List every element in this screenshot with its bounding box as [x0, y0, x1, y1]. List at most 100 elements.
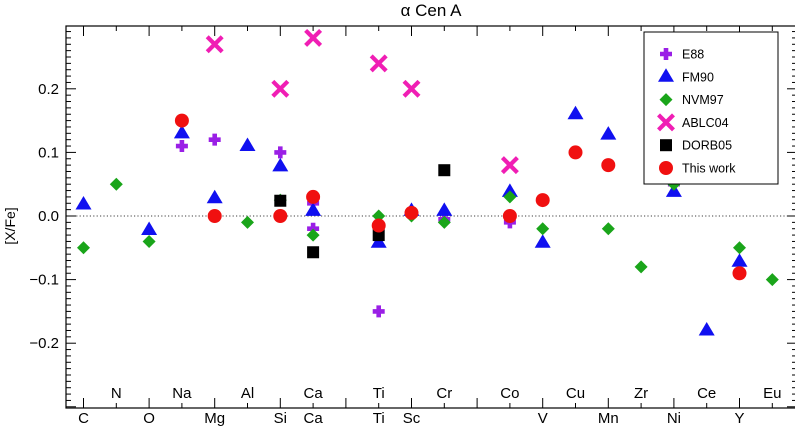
data-point [501, 183, 518, 197]
x-tick-label: Ca [304, 410, 324, 427]
data-point [404, 205, 419, 220]
x-tick-label: Cr [436, 385, 452, 402]
data-point [732, 266, 747, 281]
y-tick-label: −0.2 [29, 335, 59, 352]
data-point [372, 229, 385, 242]
data-point [567, 105, 584, 120]
data-point [109, 177, 123, 191]
x-tick-label: Ti [373, 385, 385, 402]
x-tick-label: Zr [634, 385, 648, 402]
plot-frame [65, 25, 795, 409]
y-tick-label: 0.2 [38, 81, 59, 98]
data-point [372, 209, 386, 223]
data-point [205, 35, 224, 54]
x-tick-label: Na [172, 385, 192, 402]
data-point [535, 193, 550, 208]
x-tick-label: Al [241, 385, 254, 402]
data-point [273, 209, 288, 223]
data-point [241, 215, 254, 229]
data-point [371, 218, 386, 233]
data-point [75, 196, 92, 210]
y-tick-label: 0.0 [38, 208, 59, 225]
data-point [733, 241, 746, 255]
data-point [369, 54, 388, 73]
data-point [207, 209, 222, 223]
data-point [698, 321, 715, 336]
legend-marker [657, 113, 675, 132]
legend-label: NVM97 [682, 93, 724, 107]
legend-label: DORB05 [682, 139, 732, 153]
x-tick-label: Mn [598, 410, 619, 427]
x-tick-label: V [538, 410, 548, 427]
data-point [765, 273, 779, 287]
legend-marker [659, 93, 673, 107]
legend-label: This work [682, 162, 736, 176]
x-tick-label: Ti [373, 410, 385, 427]
data-point [173, 124, 190, 139]
x-tick-label: Eu [763, 385, 781, 402]
data-point [304, 28, 323, 47]
data-point [175, 140, 188, 153]
series-dorb05 [274, 164, 451, 259]
x-tick-label: Cu [566, 385, 585, 402]
data-point [372, 305, 385, 318]
legend-label: E88 [682, 48, 704, 62]
data-point [503, 190, 517, 204]
data-point [274, 146, 287, 159]
y-tick-labels: 0.2 0.1 0.0 −0.1 −0.2 [29, 81, 59, 352]
x-tick-label: C [78, 410, 89, 427]
data-point [536, 222, 550, 236]
data-point [500, 156, 519, 175]
data-point [271, 79, 290, 98]
chart-title: α Cen A [401, 1, 463, 20]
data-point [141, 221, 158, 235]
legend-marker [659, 161, 673, 175]
data-point [601, 222, 615, 236]
x-tick-label: Y [734, 410, 744, 427]
data-point [239, 137, 256, 152]
data-point [436, 202, 453, 216]
data-point [174, 113, 189, 128]
data-point [600, 126, 617, 140]
x-tick-label: Sc [403, 410, 421, 427]
data-point [601, 158, 616, 173]
data-point [306, 228, 320, 242]
y-tick-label: 0.1 [38, 144, 59, 161]
x-tick-labels: COMgSiCaScTiVMnNiYBaSmNNaAlCaTiCrCoCuZrC… [78, 385, 781, 427]
data-point [568, 145, 583, 160]
x-tick-label: N [111, 385, 122, 402]
x-tick-label: Si [274, 410, 287, 427]
data-point [502, 209, 517, 223]
data-point [307, 246, 320, 259]
data-point [402, 79, 421, 98]
data-point [77, 241, 90, 255]
y-tick-label: −0.1 [29, 272, 59, 289]
legend-marker [660, 139, 672, 152]
x-tick-label: Mg [204, 410, 225, 427]
legend-marker [660, 48, 672, 60]
data-point [438, 164, 451, 177]
legend-label: ABLC04 [682, 116, 729, 130]
legend: E88 FM90 NVM97 ABLC04 DORB05 This work [643, 31, 779, 185]
data-point [534, 234, 551, 248]
data-point [306, 189, 321, 204]
legend-label: FM90 [682, 70, 714, 84]
data-point [274, 194, 287, 207]
x-tick-label: Ca [304, 385, 324, 402]
x-tick-label: Ni [667, 410, 681, 427]
x-tick-label: Co [500, 385, 519, 402]
y-axis-label: [X/Fe] [2, 207, 18, 244]
data-point [208, 133, 221, 146]
x-tick-label: Ce [697, 385, 716, 402]
data-points [75, 28, 779, 336]
data-point [731, 253, 748, 267]
data-point [272, 157, 289, 172]
data-point [437, 215, 451, 229]
data-point [142, 234, 156, 248]
data-point [305, 202, 322, 216]
data-point [634, 260, 648, 274]
x-tick-label: O [143, 410, 155, 427]
data-point [206, 189, 223, 204]
legend-marker [658, 68, 674, 82]
